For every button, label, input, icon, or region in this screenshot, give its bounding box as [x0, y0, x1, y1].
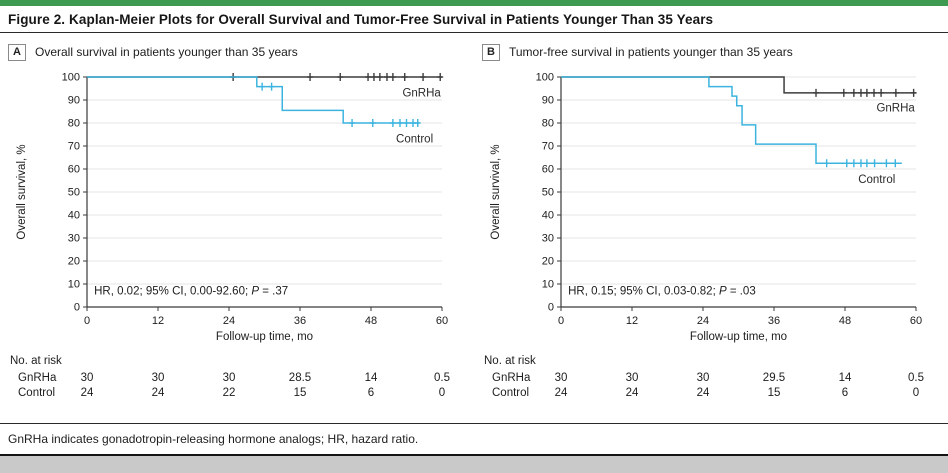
y-tick-label: 20	[68, 256, 80, 268]
panel-a-title: Overall survival in patients younger tha…	[35, 45, 298, 59]
y-tick-label: 0	[548, 302, 554, 314]
series-label-control: Control	[858, 174, 895, 186]
y-tick-label: 90	[542, 95, 554, 107]
x-tick-label: 0	[84, 315, 90, 327]
at-risk-count: 29.5	[762, 372, 786, 384]
at-risk-count: 24	[80, 387, 94, 399]
y-tick-label: 40	[542, 210, 554, 222]
panel-a-y-axis-label: Overall survival, %	[16, 144, 28, 240]
bottom-rule	[0, 454, 948, 456]
y-tick-label: 20	[542, 256, 554, 268]
at-risk-count: 15	[293, 387, 307, 399]
y-tick-label: 30	[68, 233, 80, 245]
at-risk-count: 0.5	[908, 372, 924, 384]
y-tick-label: 90	[68, 95, 80, 107]
x-tick-label: 12	[152, 315, 164, 327]
y-tick-label: 0	[74, 302, 80, 314]
panel-a: A Overall survival in patients younger t…	[0, 33, 474, 423]
x-tick-label: 24	[697, 315, 709, 327]
at-risk-group-label: GnRHa	[492, 372, 531, 384]
at-risk-count: 30	[625, 372, 639, 384]
y-tick-label: 40	[68, 210, 80, 222]
panel-b-at-risk-table: No. at risk GnRHa 30 30 30 29.5 14 0.5 Control 24…	[474, 355, 948, 413]
at-risk-count: 24	[625, 387, 639, 399]
y-tick-label: 70	[68, 141, 80, 153]
at-risk-count: 15	[767, 387, 781, 399]
figure-footnote: GnRHa indicates gonadotropin-releasing h…	[0, 423, 948, 454]
y-tick-label: 100	[536, 72, 554, 84]
at-risk-count: 0	[438, 387, 446, 399]
at-risk-count: 14	[838, 372, 852, 384]
at-risk-count: 28.5	[288, 372, 312, 384]
figure-accent-bar	[0, 0, 948, 6]
figure-title: Figure 2. Kaplan-Meier Plots for Overall…	[0, 6, 948, 33]
y-tick-label: 50	[542, 187, 554, 199]
x-tick-label: 60	[910, 315, 922, 327]
panel-a-header: A Overall survival in patients younger t…	[8, 43, 474, 61]
series-label-gnrha: GnRHa	[876, 103, 915, 115]
y-tick-label: 80	[542, 118, 554, 130]
at-risk-count: 22	[222, 387, 236, 399]
series-label-control: Control	[396, 134, 433, 146]
panel-b-badge: B	[482, 43, 500, 61]
at-risk-count: 30	[554, 372, 568, 384]
panel-b: B Tumor-free survival in patients younge…	[474, 33, 948, 423]
x-axis-title: Follow-up time, mo	[216, 331, 313, 343]
y-tick-label: 60	[68, 164, 80, 176]
hr-annotation: HR, 0.15; 95% CI, 0.03-0.82; P = .03	[568, 285, 756, 297]
at-risk-count: 14	[364, 372, 378, 384]
y-tick-label: 10	[68, 279, 80, 291]
x-tick-label: 36	[768, 315, 780, 327]
x-tick-label: 24	[223, 315, 235, 327]
at-risk-count: 30	[696, 372, 710, 384]
at-risk-count: 30	[151, 372, 165, 384]
series-label-gnrha: GnRHa	[402, 88, 441, 100]
y-tick-label: 50	[68, 187, 80, 199]
at-risk-count: 24	[554, 387, 568, 399]
km-plot-b: 0 10 20 30 40 50 60 70 80 90 100 0 12 24 36 48 60 Follow-…	[536, 72, 922, 344]
panel-b-chart-wrap: Overall survival, % 0 10 20 30 40 50 60 70 80 90 1…	[490, 67, 940, 347]
bottom-strip	[0, 456, 948, 473]
panel-a-badge: A	[8, 43, 26, 61]
x-axis-title: Follow-up time, mo	[690, 331, 787, 343]
x-tick-label: 12	[626, 315, 638, 327]
y-tick-label: 30	[542, 233, 554, 245]
panel-b-header: B Tumor-free survival in patients younge…	[482, 43, 948, 61]
hr-annotation: HR, 0.02; 95% CI, 0.00-92.60; P = .37	[94, 285, 288, 297]
km-curve-gnrha	[561, 76, 916, 94]
y-tick-label: 70	[542, 141, 554, 153]
x-tick-label: 60	[436, 315, 448, 327]
at-risk-count: 0.5	[434, 372, 450, 384]
x-tick-label: 36	[294, 315, 306, 327]
at-risk-count: 6	[841, 387, 849, 399]
at-risk-count: 30	[222, 372, 236, 384]
at-risk-group-label: GnRHa	[18, 372, 57, 384]
at-risk-group-label: Control	[492, 387, 530, 399]
at-risk-title: No. at risk	[484, 355, 536, 367]
at-risk-count: 30	[80, 372, 94, 384]
at-risk-count: 24	[696, 387, 710, 399]
panel-a-at-risk-table: No. at risk GnRHa 30 30 30 28.5 14 0.5 Control 24…	[0, 355, 474, 413]
panel-a-chart-wrap: Overall survival, % 0 10 20 30 40 50 60 70 80 90 1…	[16, 67, 466, 347]
km-curve-control	[87, 76, 420, 124]
x-tick-label: 0	[558, 315, 564, 327]
km-curve-control	[561, 76, 902, 164]
at-risk-group-label: Control	[18, 387, 56, 399]
panel-b-title: Tumor-free survival in patients younger …	[509, 45, 793, 59]
at-risk-count: 0	[912, 387, 920, 399]
y-tick-label: 60	[542, 164, 554, 176]
y-tick-label: 10	[542, 279, 554, 291]
y-tick-label: 100	[62, 72, 80, 84]
x-tick-label: 48	[839, 315, 851, 327]
at-risk-title: No. at risk	[10, 355, 62, 367]
at-risk-count: 6	[367, 387, 375, 399]
panels-row: A Overall survival in patients younger t…	[0, 33, 948, 423]
panel-b-y-axis-label: Overall survival, %	[490, 144, 502, 240]
km-plot-a: 0 10 20 30 40 50 60 70 80 90 100 0 12 24 36 48 60 Follow-…	[62, 72, 448, 344]
x-tick-label: 48	[365, 315, 377, 327]
y-tick-label: 80	[68, 118, 80, 130]
at-risk-count: 24	[151, 387, 165, 399]
